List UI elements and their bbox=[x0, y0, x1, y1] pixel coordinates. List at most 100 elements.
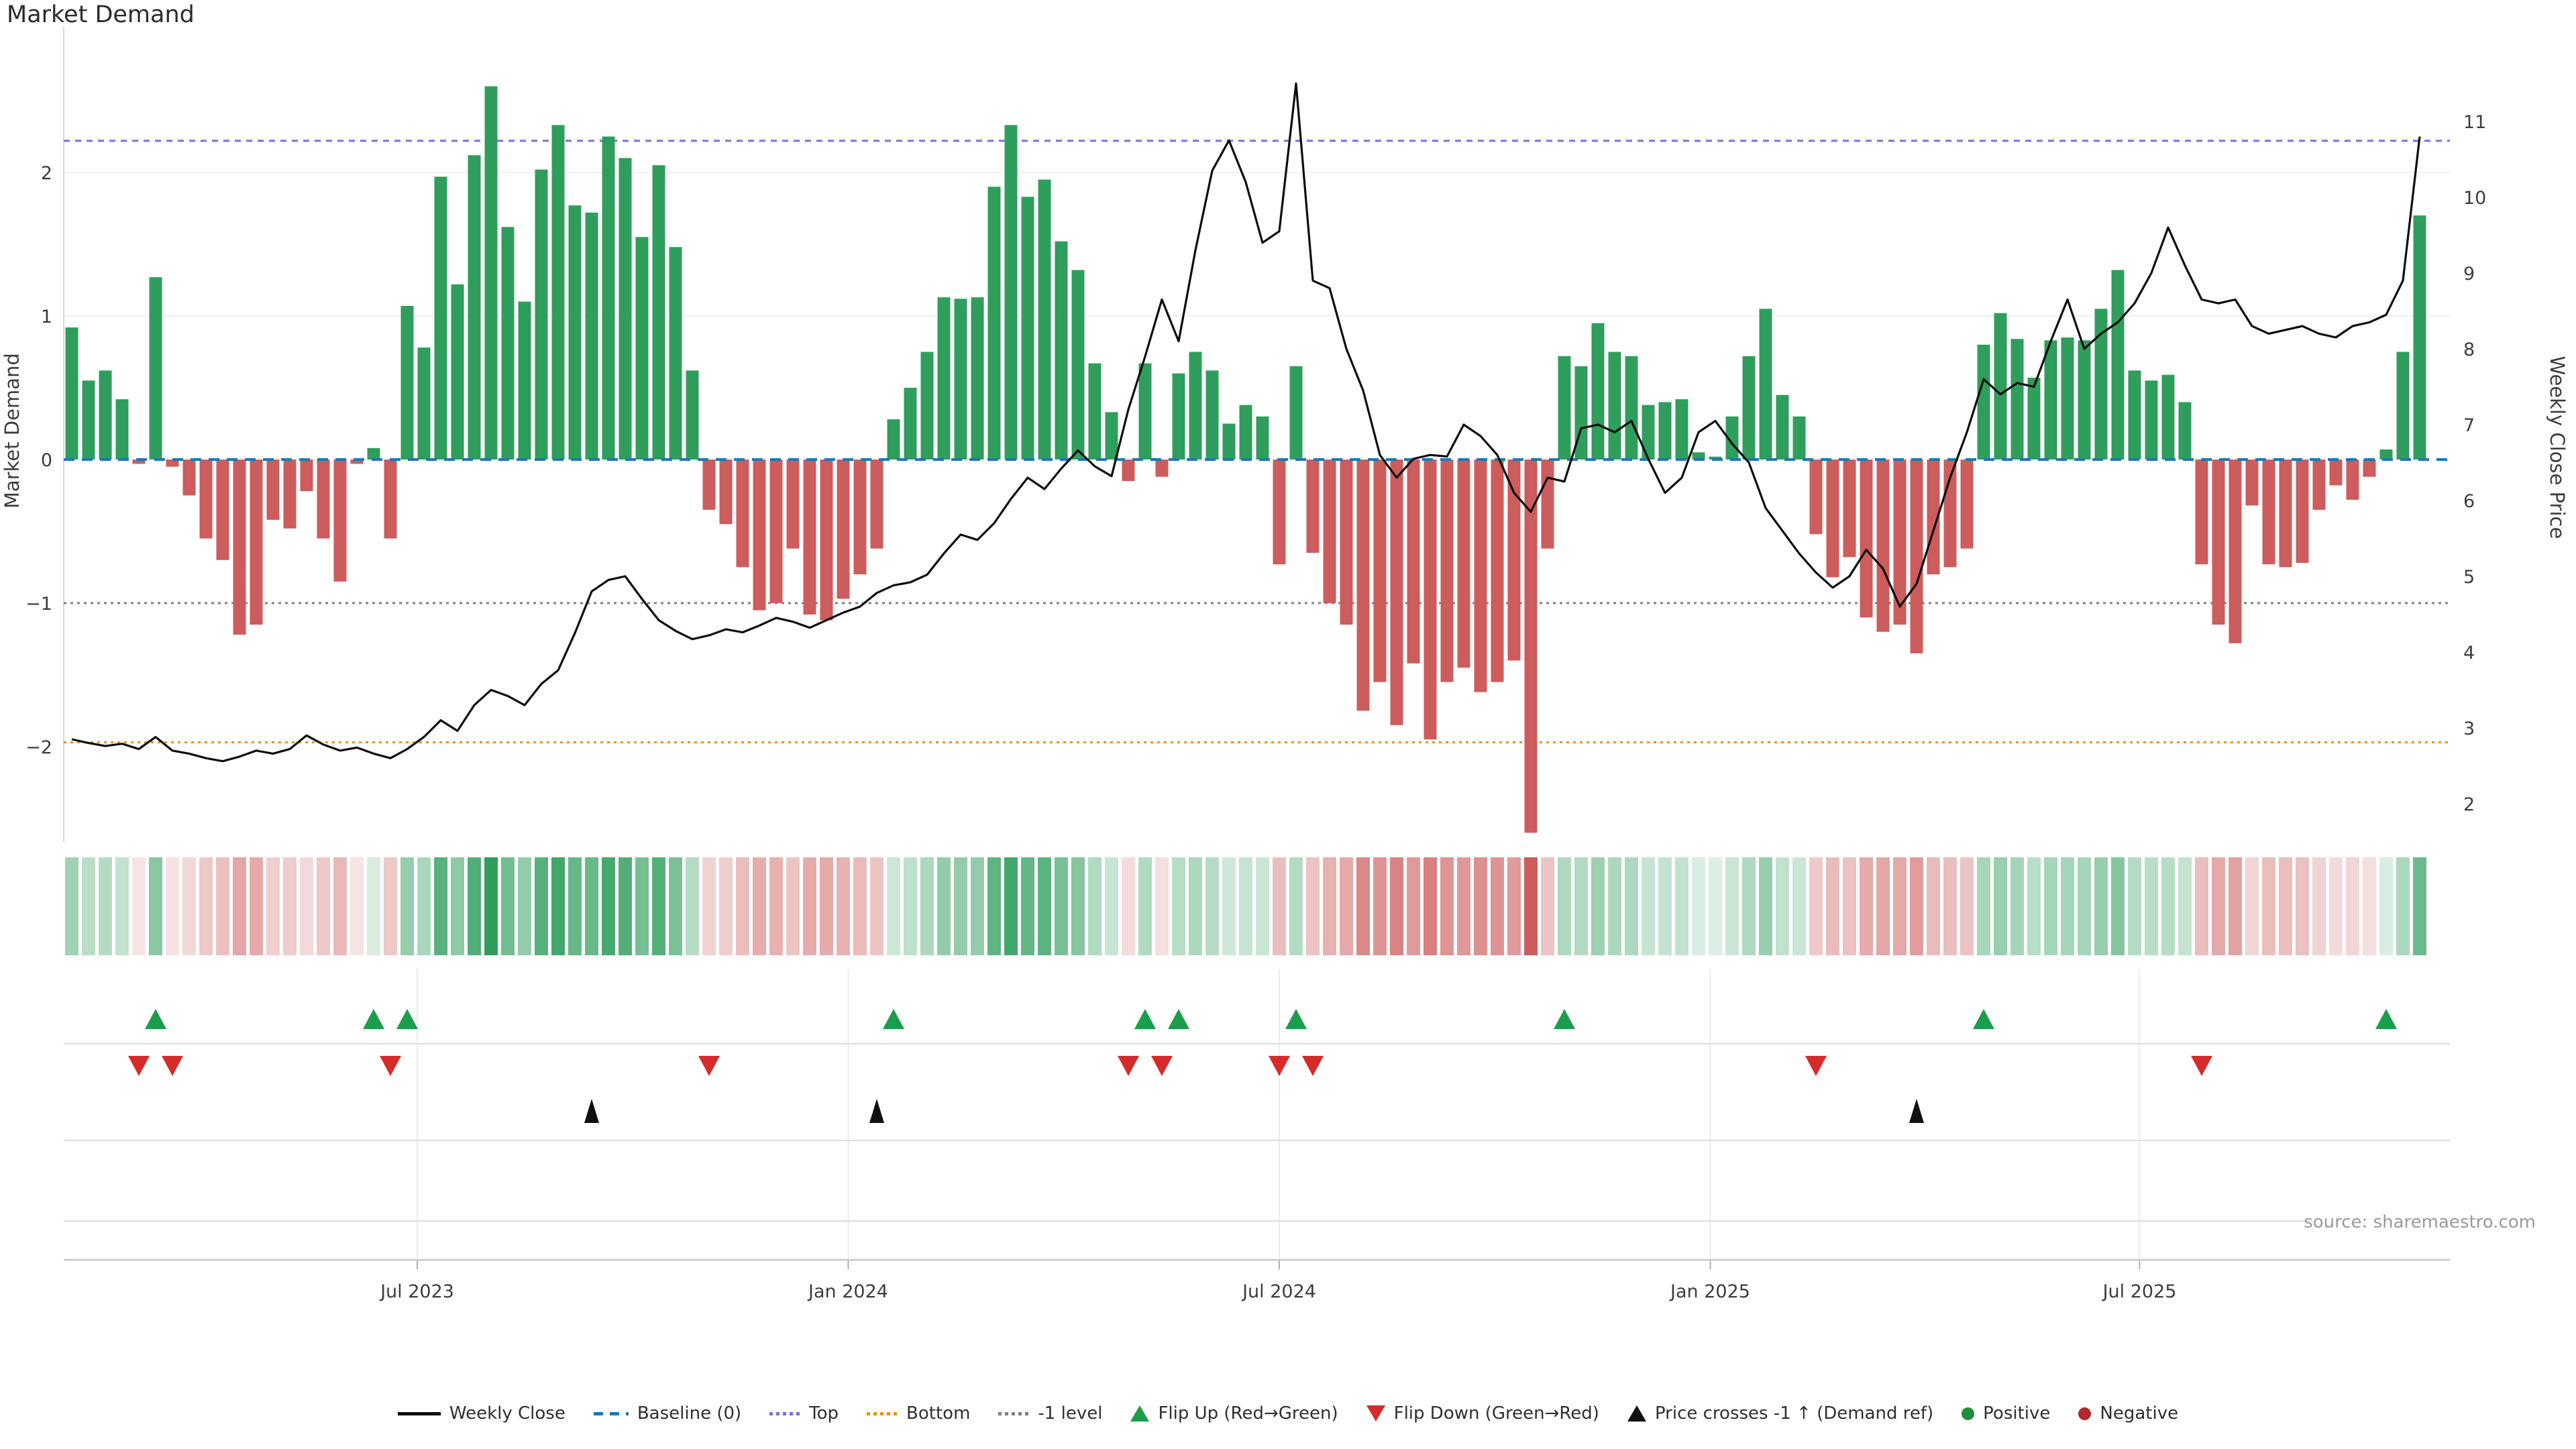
heatmap-cell bbox=[484, 857, 498, 955]
heatmap-cell bbox=[652, 857, 665, 955]
heatmap-cell bbox=[1088, 857, 1102, 955]
heatmap-cell bbox=[2245, 857, 2259, 955]
heatmap-cell bbox=[1474, 857, 1487, 955]
demand-bar bbox=[1021, 197, 1034, 460]
demand-bar bbox=[1658, 402, 1672, 460]
demand-bar bbox=[920, 352, 934, 460]
heatmap-cell bbox=[2044, 857, 2057, 955]
heatmap-cell bbox=[2212, 857, 2225, 955]
demand-bar bbox=[887, 419, 900, 460]
heatmap-cell bbox=[1122, 857, 1135, 955]
legend-label: Bottom bbox=[906, 1403, 971, 1424]
price-cross-marker bbox=[869, 1099, 884, 1123]
demand-bar bbox=[769, 460, 783, 603]
legend-label: Positive bbox=[1983, 1403, 2051, 1424]
demand-bar bbox=[602, 136, 615, 460]
demand-bar bbox=[82, 380, 95, 460]
demand-bar bbox=[954, 299, 967, 460]
heatmap-cell bbox=[2145, 857, 2158, 955]
flip-down-marker bbox=[1118, 1056, 1139, 1076]
heatmap-cell bbox=[1222, 857, 1236, 955]
legend-label: Baseline (0) bbox=[637, 1403, 742, 1424]
demand-bar bbox=[367, 447, 380, 460]
heatmap-cell bbox=[1138, 857, 1152, 955]
heatmap-cell bbox=[468, 857, 481, 955]
demand-bar bbox=[417, 347, 431, 460]
demand-bar bbox=[2078, 340, 2091, 460]
heatmap-cell bbox=[166, 857, 179, 955]
heatmap-cell bbox=[1289, 857, 1303, 955]
flip-up-marker bbox=[1554, 1009, 1575, 1029]
heatmap-cell bbox=[132, 857, 146, 955]
demand-bar bbox=[2379, 449, 2393, 460]
legend-label: Flip Down (Green→Red) bbox=[1393, 1403, 1599, 1424]
heatmap-cell bbox=[65, 857, 78, 955]
heatmap-cell bbox=[686, 857, 699, 955]
heatmap-cell bbox=[434, 857, 447, 955]
heatmap-cell bbox=[1558, 857, 1571, 955]
demand-bar bbox=[1407, 460, 1420, 663]
left-axis-tick-label: 0 bbox=[41, 450, 52, 471]
demand-bar bbox=[1524, 460, 1538, 833]
demand-bar bbox=[1390, 460, 1403, 725]
heatmap-cell bbox=[115, 857, 129, 955]
page-title: Market Demand bbox=[7, 1, 195, 28]
demand-bar bbox=[1289, 366, 1303, 460]
demand-bar bbox=[2178, 402, 2192, 460]
heatmap-cell bbox=[736, 857, 749, 955]
heatmap-cell bbox=[887, 857, 900, 955]
x-tick-label: Jan 2025 bbox=[1669, 1281, 1750, 1302]
heatmap-cell bbox=[568, 857, 582, 955]
heatmap-cell bbox=[1105, 857, 1118, 955]
demand-bar bbox=[937, 297, 951, 460]
heatmap-cell bbox=[719, 857, 733, 955]
heatmap-cell bbox=[1491, 857, 1504, 955]
heatmap-cell bbox=[1943, 857, 1957, 955]
demand-bar bbox=[1826, 460, 1839, 578]
flip-down-marker bbox=[2191, 1056, 2212, 1076]
heatmap-cell bbox=[820, 857, 833, 955]
heatmap-cell bbox=[2312, 857, 2326, 955]
flip-down-marker bbox=[1269, 1056, 1290, 1076]
heatmap-cell bbox=[1809, 857, 1823, 955]
heatmap-cell bbox=[619, 857, 632, 955]
legend-item: Weekly Close bbox=[397, 1403, 566, 1424]
heatmap-cell bbox=[333, 857, 347, 955]
x-tick-label: Jan 2024 bbox=[807, 1281, 888, 1302]
heatmap-cell bbox=[535, 857, 548, 955]
heatmap-cell bbox=[2027, 857, 2041, 955]
demand-bar bbox=[132, 460, 146, 464]
demand-bar bbox=[870, 460, 883, 549]
flip-down-marker bbox=[698, 1056, 720, 1076]
heatmap-cell bbox=[585, 857, 598, 955]
heatmap-cell bbox=[2262, 857, 2275, 955]
heatmap-cell bbox=[2396, 857, 2410, 955]
flip-down-marker bbox=[128, 1056, 150, 1076]
flip-down-marker bbox=[1302, 1056, 1324, 1076]
heatmap-cell bbox=[1977, 857, 1990, 955]
flip-up-marker bbox=[145, 1009, 166, 1029]
right-axis-tick-label: 8 bbox=[2463, 339, 2475, 360]
heatmap-cell bbox=[1658, 857, 1672, 955]
left-axis-tick-label: 2 bbox=[41, 163, 52, 184]
demand-bar bbox=[182, 460, 196, 496]
triangle-up-icon bbox=[1627, 1405, 1646, 1421]
heatmap-cell bbox=[753, 857, 766, 955]
heatmap-cell bbox=[2329, 857, 2343, 955]
demand-bar bbox=[149, 277, 162, 460]
flip-up-marker bbox=[883, 1009, 904, 1029]
heatmap-cell bbox=[1574, 857, 1588, 955]
heatmap-cell bbox=[1742, 857, 1756, 955]
heatmap-cell bbox=[2195, 857, 2208, 955]
demand-bar bbox=[1692, 452, 1705, 460]
heatmap-cell bbox=[99, 857, 112, 955]
heatmap-cell bbox=[1692, 857, 1705, 955]
demand-bar bbox=[1122, 460, 1135, 482]
heatmap-cell bbox=[1759, 857, 1772, 955]
heatmap-cell bbox=[1239, 857, 1252, 955]
demand-bar bbox=[987, 186, 1001, 460]
demand-bar bbox=[2413, 215, 2426, 460]
heatmap-cell bbox=[786, 857, 800, 955]
right-axis-tick-label: 10 bbox=[2463, 188, 2486, 209]
heatmap-cell bbox=[1071, 857, 1085, 955]
